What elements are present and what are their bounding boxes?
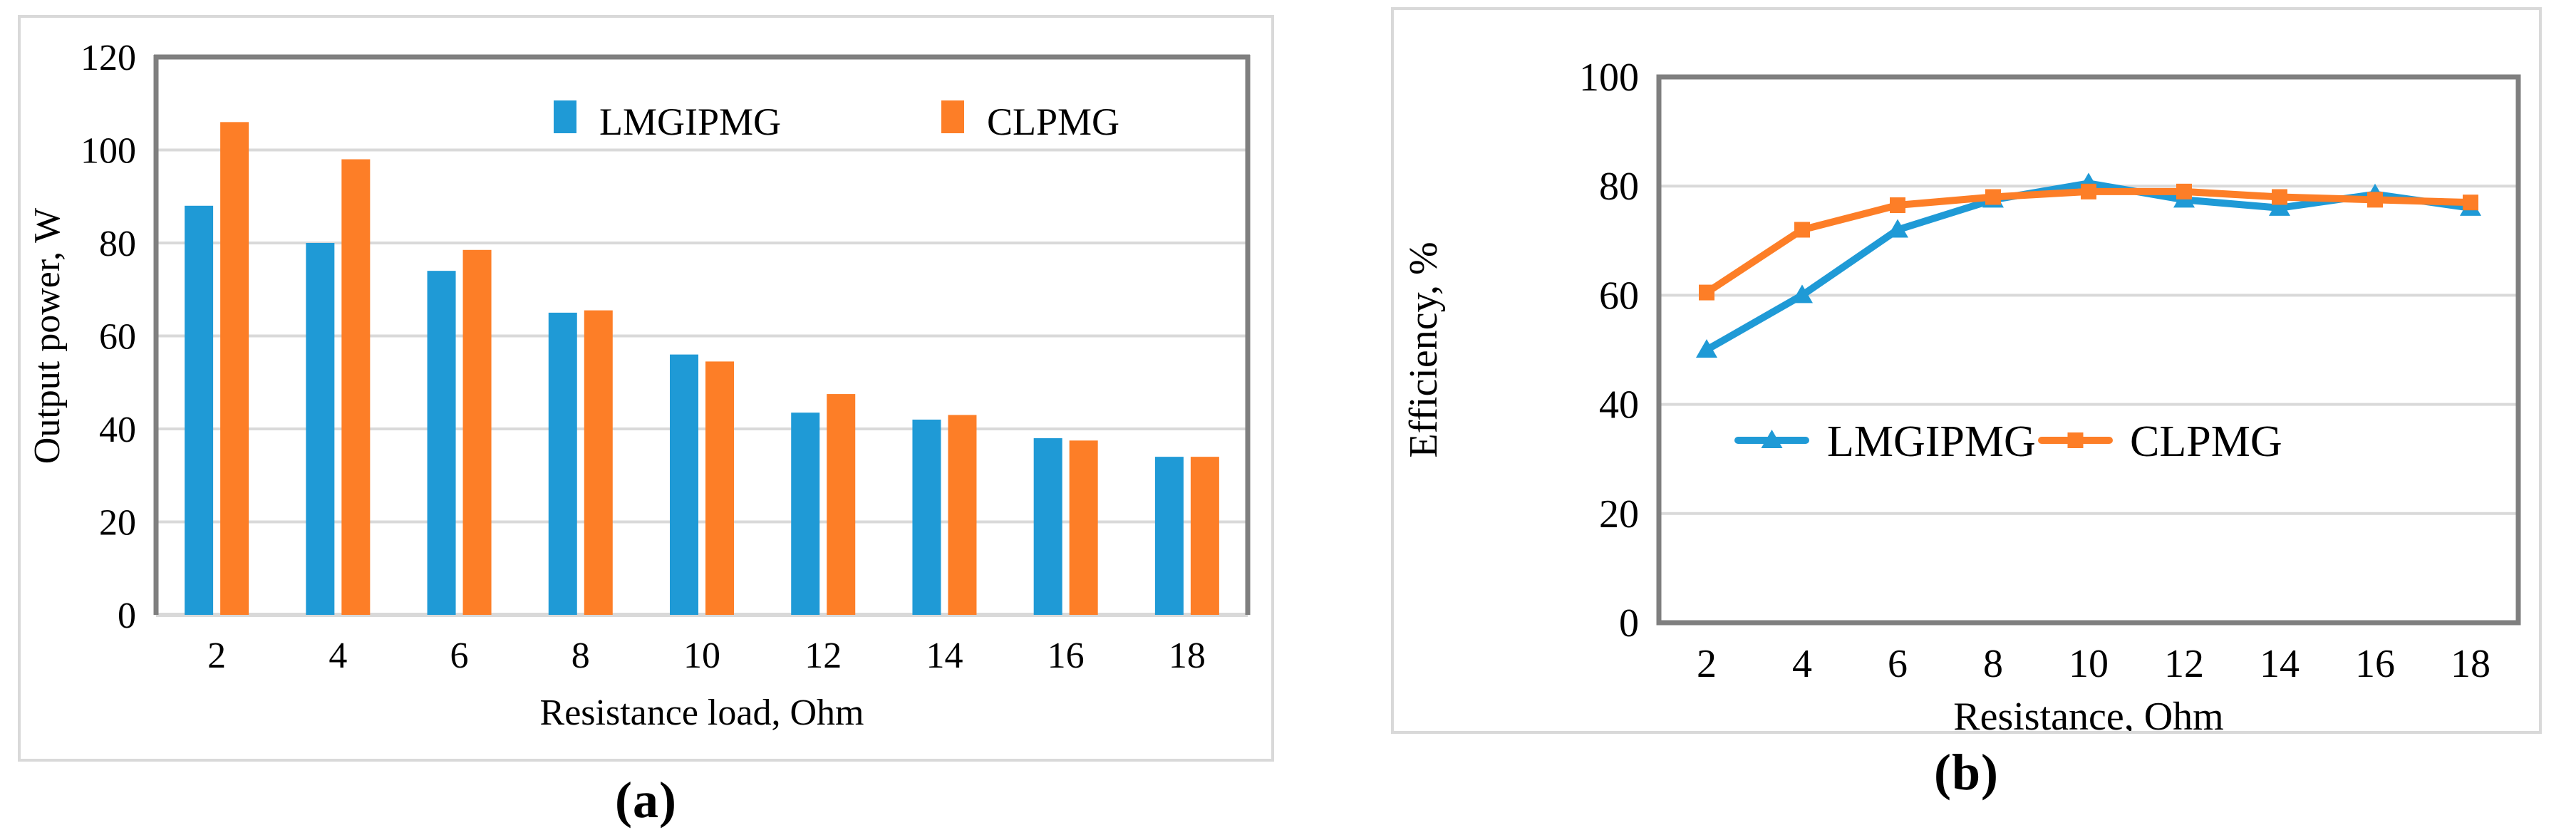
y-tick-label: 120 [81,38,136,78]
legend-label: LMGIPMG [1827,418,2036,466]
y-tick-label: 40 [99,410,136,450]
marker-CLPMG-10 [2081,183,2096,199]
marker-CLPMG-16 [2367,192,2383,208]
y-tick-label: 100 [1579,56,1639,100]
bar-LMGIPMG-18 [1154,457,1184,615]
x-tick-label: 6 [450,636,469,676]
y-tick-label: 20 [1599,492,1639,536]
marker-LMGIPMG-6 [1887,219,1908,238]
legend-swatch-LMGIPMG [554,100,576,133]
bar-CLPMG-2 [220,122,249,616]
x-axis-title: Resistance, Ohm [1953,695,2223,731]
bar-LMGIPMG-2 [185,205,214,615]
marker-CLPMG-6 [1890,197,1905,214]
marker-CLPMG-8 [1985,189,2001,205]
marker-LMGIPMG-14 [2269,197,2290,216]
line-chart-efficiency: 2 4 6 8 10 12 14 16 18 0 20 40 60 80 100 Resistance, Oh… [1402,56,2521,731]
bar-CLPMG-14 [948,415,977,615]
marker-CLPMG-18 [2463,195,2478,211]
legend-marker-LMGIPMG [1761,430,1783,448]
bar-LMGIPMG-8 [548,312,577,615]
bar-LMGIPMG-6 [427,271,456,615]
bar-chart-output-power: 2 4 6 8 10 12 14 16 18 0 20 40 60 80 100 120 Resistance … [27,38,1251,733]
x-tick-label: 12 [805,636,842,676]
marker-LMGIPMG-4 [1791,284,1813,304]
legend-swatch-CLPMG [941,100,964,133]
x-tick-label: 2 [1697,642,1717,686]
x-tick-label: 8 [1983,642,2003,686]
x-tick-label: 6 [1888,642,1908,686]
x-tick-label: 14 [926,636,963,676]
panel-b: 2 4 6 8 10 12 14 16 18 0 20 40 60 80 100 Resistance, Oh… [1391,7,2542,798]
caption-a: (a) [615,772,677,829]
y-axis-title: Efficiency, % [1402,242,1446,457]
x-tick-label: 12 [2164,642,2204,686]
y-tick-label: 20 [99,503,136,544]
marker-CLPMG-4 [1794,222,1810,238]
legend-label: CLPMG [2130,418,2282,466]
bar-LMGIPMG-10 [670,354,698,615]
y-tick-label: 80 [1599,165,1639,209]
x-tick-label: 10 [683,636,720,676]
chart-box-a: 2 4 6 8 10 12 14 16 18 0 20 40 60 80 100 120 Resistance … [18,15,1274,762]
caption-b: (b) [1934,744,1999,801]
line-LMGIPMG [1703,180,2474,353]
marker-CLPMG-14 [2272,189,2287,205]
chart-box-b: 2 4 6 8 10 12 14 16 18 0 20 40 60 80 100 Resistance, Oh… [1391,7,2542,734]
bar-CLPMG-16 [1069,440,1098,615]
bar-CLPMG-10 [705,361,734,615]
bar-LMGIPMG-16 [1033,438,1062,615]
line-CLPMG [1703,187,2474,296]
x-tick-label: 18 [1169,636,1206,676]
bar-CLPMG-4 [341,159,371,616]
panel-a: 2 4 6 8 10 12 14 16 18 0 20 40 60 80 100 120 Resistance … [18,15,1274,826]
bar-CLPMG-12 [827,394,856,615]
x-tick-label: 2 [207,636,226,676]
y-tick-label: 100 [81,131,136,172]
x-axis-title: Resistance load, Ohm [540,693,864,733]
y-tick-label: 0 [118,596,136,636]
x-tick-label: 10 [2069,642,2109,686]
x-tick-label: 14 [2260,642,2300,686]
x-tick-label: 4 [329,636,347,676]
x-tick-label: 16 [1048,636,1085,676]
marker-LMGIPMG-2 [1696,339,1717,358]
y-tick-label: 0 [1619,601,1639,645]
plot-border [1656,74,2521,626]
y-tick-label: 40 [1599,383,1639,427]
x-tick-label: 18 [2451,642,2490,686]
y-axis-title: Output power, W [27,208,68,464]
legend-marker-CLPMG [2067,432,2084,448]
bar-CLPMG-6 [462,249,492,616]
bar-LMGIPMG-12 [791,413,820,615]
x-tick-label: 4 [1792,642,1812,686]
bar-LMGIPMG-14 [912,419,941,615]
legend-label: CLPMG [987,100,1119,143]
marker-CLPMG-2 [1699,284,1714,301]
bar-CLPMG-18 [1190,457,1219,615]
legend-label: LMGIPMG [599,100,781,143]
bar-CLPMG-8 [584,310,613,615]
y-tick-label: 60 [99,317,136,358]
x-tick-label: 8 [571,636,590,676]
y-tick-label: 60 [1599,274,1639,318]
y-tick-label: 80 [99,224,136,264]
marker-CLPMG-12 [2176,183,2192,199]
x-tick-label: 16 [2355,642,2395,686]
bar-LMGIPMG-4 [306,243,335,615]
